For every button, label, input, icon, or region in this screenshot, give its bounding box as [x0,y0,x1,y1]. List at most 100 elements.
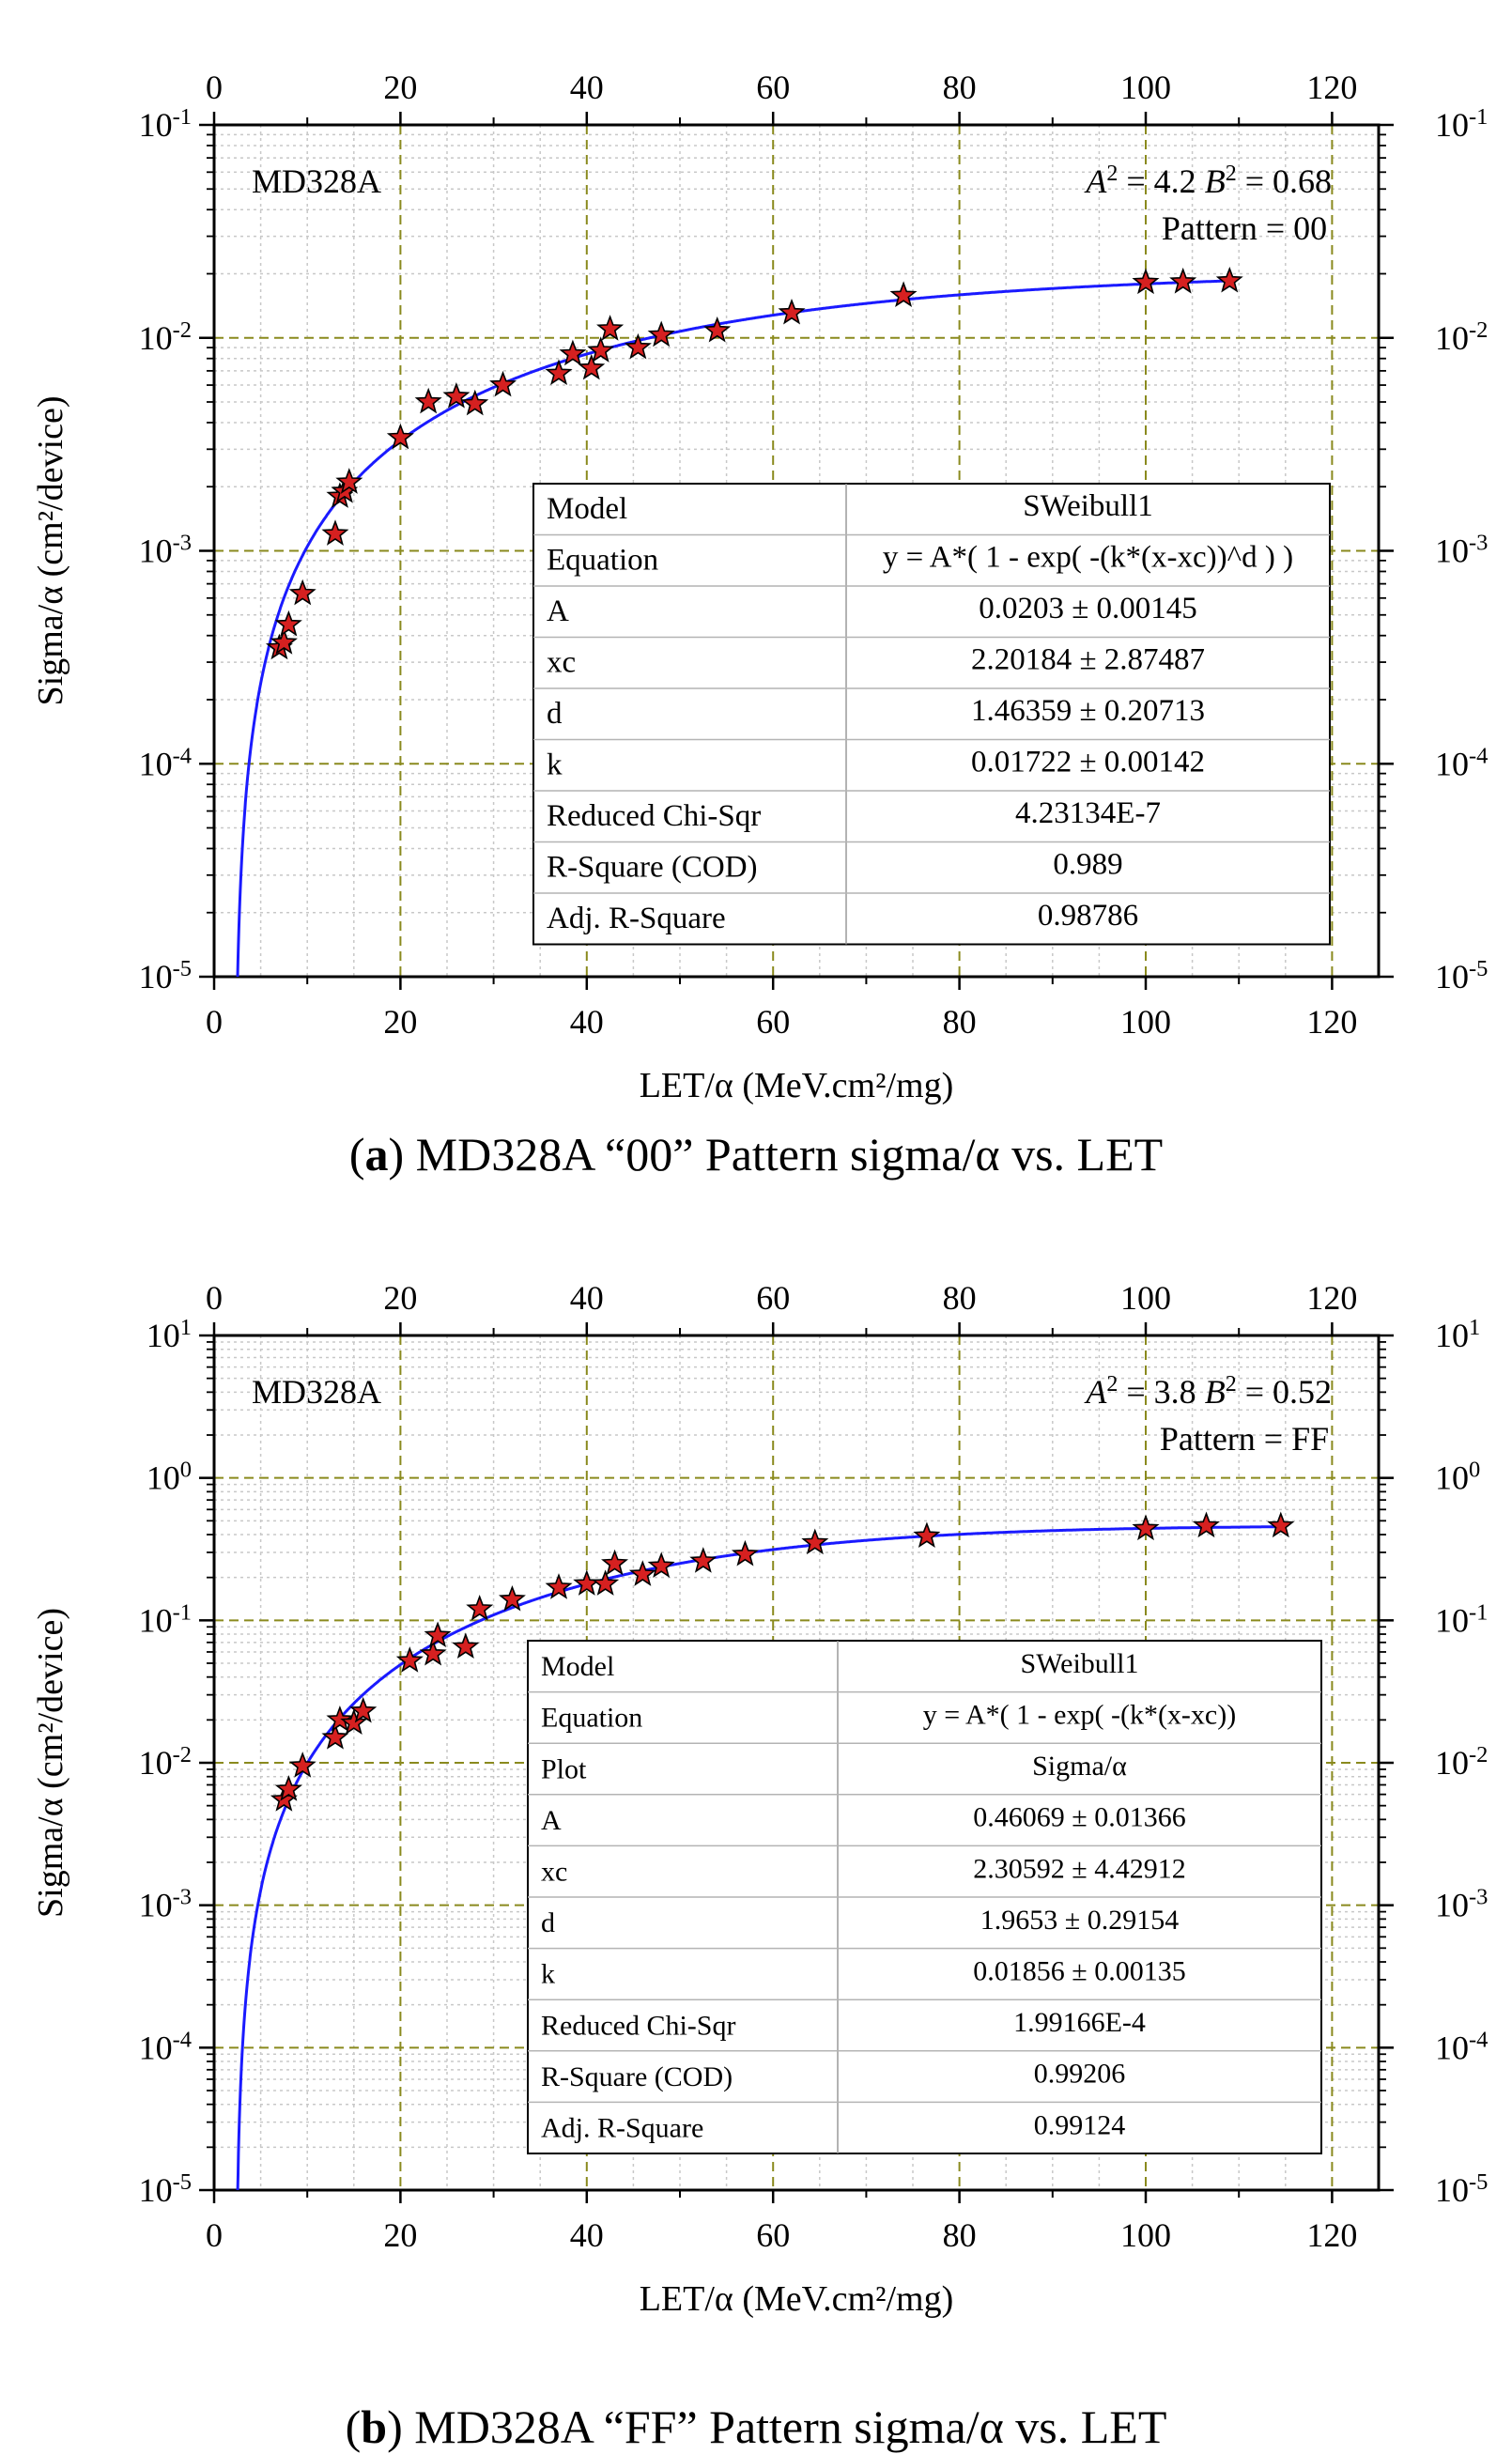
data-point [321,1723,349,1750]
table-value: y = A*( 1 - exp( -(k*(x-xc))^d ) ) [883,540,1293,574]
y-tick-label: 10-1 [139,104,192,145]
x-tick-label: 40 [570,1003,604,1041]
table-key: R-Square (COD) [547,851,758,885]
x-tick-label: 100 [1120,2216,1171,2254]
x-tick-label: 0 [206,1003,223,1041]
table-key: xc [547,646,576,680]
table-value: 0.46069 ± 0.01366 [973,1802,1185,1833]
data-point [545,1573,573,1599]
table-value: 2.30592 ± 4.42912 [973,1853,1185,1884]
table-value: 0.01722 ± 0.00142 [971,745,1205,779]
x-tick-label: 40 [570,2216,604,2254]
device-label: MD328A [252,162,381,200]
x-tick-label: 120 [1306,1003,1357,1041]
caption-b-text: MD328A “FF” Pattern sigma/α vs. LET [414,2400,1167,2453]
data-point [647,1551,675,1579]
top-x-tick-label: 100 [1120,69,1171,106]
chart-panel-b: 0 20 40 60 80 100 120 0 20 40 60 80 100 120 10-5 10-5 10… [0,1218,1512,2453]
y-tick-label-right: 10-5 [1435,956,1488,996]
data-point [559,339,587,366]
data-point [1267,1511,1295,1538]
y-tick-label: 10-5 [139,2169,192,2210]
top-x-tick-label: 80 [943,1279,977,1317]
y-tick-label-right: 10-4 [1435,743,1488,783]
top-x-tick-label: 60 [756,1279,790,1317]
top-x-tick-label: 0 [206,1279,223,1317]
y-tick-label: 10-3 [139,1884,192,1924]
table-key: A [547,594,569,628]
table-value: 0.98786 [1038,899,1138,933]
y-tick-label-right: 10-4 [1435,2027,1488,2067]
y-tick-label: 10-1 [139,1599,192,1640]
data-point [592,1569,620,1596]
caption-a: (a) MD328A “00” Pattern sigma/α vs. LET [348,1128,1164,1181]
data-point [274,610,302,637]
table-value: 0.01856 ± 0.00135 [973,1955,1185,1986]
x-tick-label: 60 [756,1003,790,1041]
top-x-tick-label: 0 [206,69,223,106]
y-tick-label-right: 10-3 [1435,530,1488,570]
x-tick-label: 120 [1306,2216,1357,2254]
caption-a-label: a [364,1128,389,1181]
data-point [601,1549,629,1576]
table-value: y = A*( 1 - exp( -(k*(x-xc)) [923,1699,1236,1730]
y-tick-label: 10-2 [139,316,192,357]
table-key: Adj. R-Square [547,902,726,935]
y-tick-label-right: 10-2 [1435,316,1488,357]
data-point [489,370,517,397]
data-point [395,1646,424,1673]
table-key: Model [541,1651,614,1682]
data-point [424,1621,452,1648]
data-point [1169,267,1197,294]
data-point [624,332,652,360]
top-x-tick-label: 100 [1120,1279,1171,1317]
data-point [274,1775,302,1801]
data-point [578,353,606,380]
data-point [778,298,806,325]
table-key: k [541,1959,555,1990]
x-tick-label: 80 [943,1003,977,1041]
chart-b: 0 20 40 60 80 100 120 0 20 40 60 80 100 120 10-5 10-5 10… [31,1279,1488,2319]
device-label: MD328A [252,1373,381,1411]
table-key: Equation [541,1703,642,1734]
data-point [288,1752,316,1778]
data-point [321,519,349,546]
data-point [270,628,298,655]
data-point [587,336,615,363]
y-tick-label-right: 10-5 [1435,2169,1488,2210]
table-value: 0.99206 [1034,2059,1126,2090]
x-tick-label: 60 [756,2216,790,2254]
data-point [689,1547,717,1573]
y-tick-label-right: 10-1 [1435,104,1488,145]
data-point [573,1569,601,1596]
data-point [647,320,675,347]
top-x-tick-label: 20 [383,1279,417,1317]
x-tick-label: 100 [1120,1003,1171,1041]
y-tick-label-right: 10-1 [1435,1599,1488,1640]
table-value: Sigma/α [1032,1751,1127,1782]
top-x-tick-label: 120 [1306,1279,1357,1317]
table-key: Plot [541,1753,587,1784]
data-point [628,1560,656,1586]
fit-parameters-annotation: A2 = 3.8 B2 = 0.52 [1084,1372,1332,1411]
y-tick-label: 101 [147,1315,192,1355]
data-point [386,423,414,450]
top-x-tick-label: 60 [756,69,790,106]
y-tick-label: 100 [147,1457,192,1497]
data-point [349,1696,378,1723]
table-value: 0.0203 ± 0.00145 [979,592,1197,625]
table-key: Adj. R-Square [541,2113,703,2144]
table-key: Model [547,492,627,526]
data-point [326,1705,354,1732]
data-point [335,468,363,494]
data-point [442,382,471,409]
table-value: 4.23134E-7 [1015,796,1161,830]
data-point [288,579,316,606]
top-x-tick-label: 20 [383,69,417,106]
chart-panel-a: 0 20 40 60 80 100 120 0 20 40 60 80 100 120 10-5 10-5 10… [0,0,1512,1218]
data-point [452,1632,480,1659]
y-tick-label: 10-3 [139,530,192,570]
data-point [703,316,732,343]
data-point [461,389,489,416]
y-tick-label-right: 10-2 [1435,1742,1488,1783]
